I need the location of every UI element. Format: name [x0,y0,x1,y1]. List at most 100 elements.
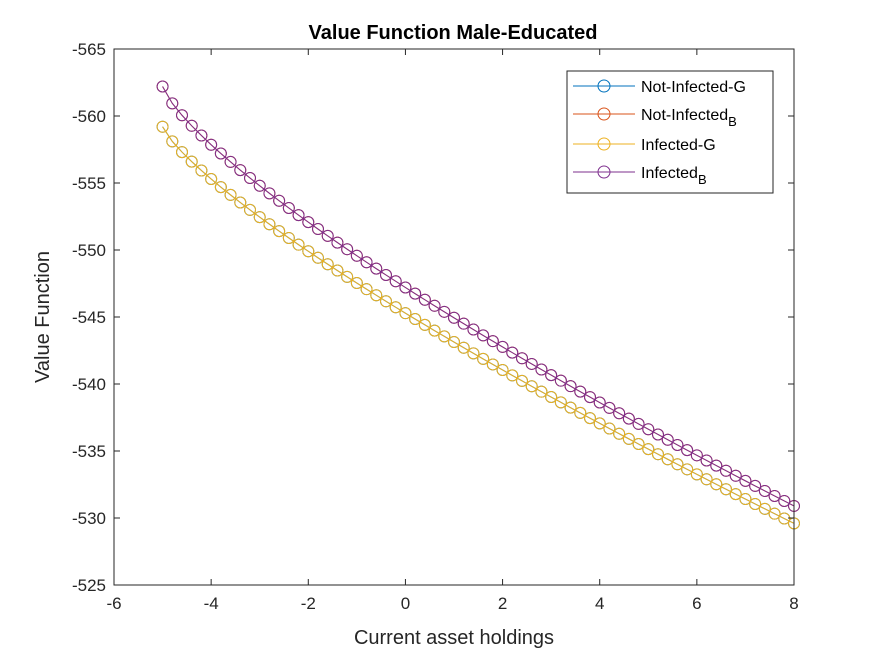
data-point [506,369,519,382]
x-tick-label: -6 [106,594,121,613]
data-point [603,401,616,414]
data-point [156,120,169,133]
y-tick-label: -540 [72,375,106,394]
data-point [176,146,188,159]
data-point [535,363,548,376]
y-ticks: -525 -530 -535 -540 -545 -550 -555 -560 -565 [72,40,794,595]
data-point [768,489,781,502]
data-point [418,318,431,331]
data-point [652,448,664,461]
data-point [545,369,558,382]
data-point [380,295,392,308]
data-point [253,211,266,224]
data-point [214,181,227,194]
data-point [486,335,499,348]
data-point [477,352,490,365]
data-point [380,268,392,281]
data-point [331,264,344,277]
y-tick-label: -565 [72,40,106,59]
legend: Not-Infected-G Not-InfectedB Infected-G Inf… [566,70,774,194]
data-point [720,483,732,496]
data-point [389,275,402,288]
data-point [496,340,509,353]
data-point [642,443,655,456]
y-tick-label: -555 [72,174,106,193]
data-point [195,129,208,142]
data-point [263,187,276,200]
data-point [690,468,703,481]
x-ticks: -6 -4 -2 0 2 4 6 8 [106,49,799,613]
data-point [486,358,499,371]
data-point [720,464,732,477]
data-point [506,346,519,359]
data-point [341,270,354,283]
y-axis-label: Value Function [32,251,54,383]
data-point [418,293,431,306]
data-point [156,80,169,93]
legend-swatch-marker [597,79,611,93]
data-point [622,432,635,445]
data-point [195,164,208,177]
y-tick-label: -560 [72,107,106,126]
data-point [671,438,684,451]
data-point [652,428,664,441]
data-point [758,484,771,497]
data-point [554,396,567,409]
data-point [389,301,402,314]
data-point [681,444,694,457]
data-point [554,374,567,387]
data-point [321,229,334,242]
data-point [312,223,324,236]
data-point [331,236,344,249]
data-point [768,507,781,520]
data-point [477,329,490,342]
data-point [312,251,324,264]
data-point [613,407,626,420]
data-point [409,313,422,326]
data-point [729,488,742,501]
data-point [273,194,286,207]
data-point [516,352,528,365]
data-point [739,493,752,506]
x-tick-label: -4 [204,594,219,613]
data-point [749,497,762,510]
data-point [244,203,256,216]
y-tick-label: -530 [72,509,106,528]
data-point [360,283,373,296]
legend-label: Not-Infected-G [641,79,746,96]
data-point [564,401,577,414]
data-point [603,422,616,435]
x-tick-label: 8 [789,594,798,613]
legend-swatch-marker [597,107,611,121]
data-point [234,164,247,177]
y-tick-label: -525 [72,576,106,595]
legend-label: InfectedB [641,165,707,187]
data-point [729,469,742,482]
data-point [457,341,470,354]
legend-swatch-marker [597,165,611,179]
x-tick-label: -2 [301,594,316,613]
data-point [564,380,577,393]
data-point [671,458,684,471]
data-point [574,406,587,419]
data-point [438,305,451,318]
legend-label: Infected-G [641,137,716,154]
data-point [360,256,373,269]
x-tick-label: 0 [401,594,410,613]
data-point [166,135,179,148]
data-point [166,97,179,110]
data-point [778,494,791,507]
legend-swatch-marker [597,137,611,151]
data-point [292,238,305,251]
x-tick-label: 2 [498,594,507,613]
data-point [438,330,451,343]
data-point [176,109,188,122]
data-point [224,155,237,168]
data-point [535,385,548,398]
x-axis-label: Current asset holdings [354,627,554,649]
data-point [205,173,218,186]
data-point [700,454,713,467]
data-point [370,289,383,302]
